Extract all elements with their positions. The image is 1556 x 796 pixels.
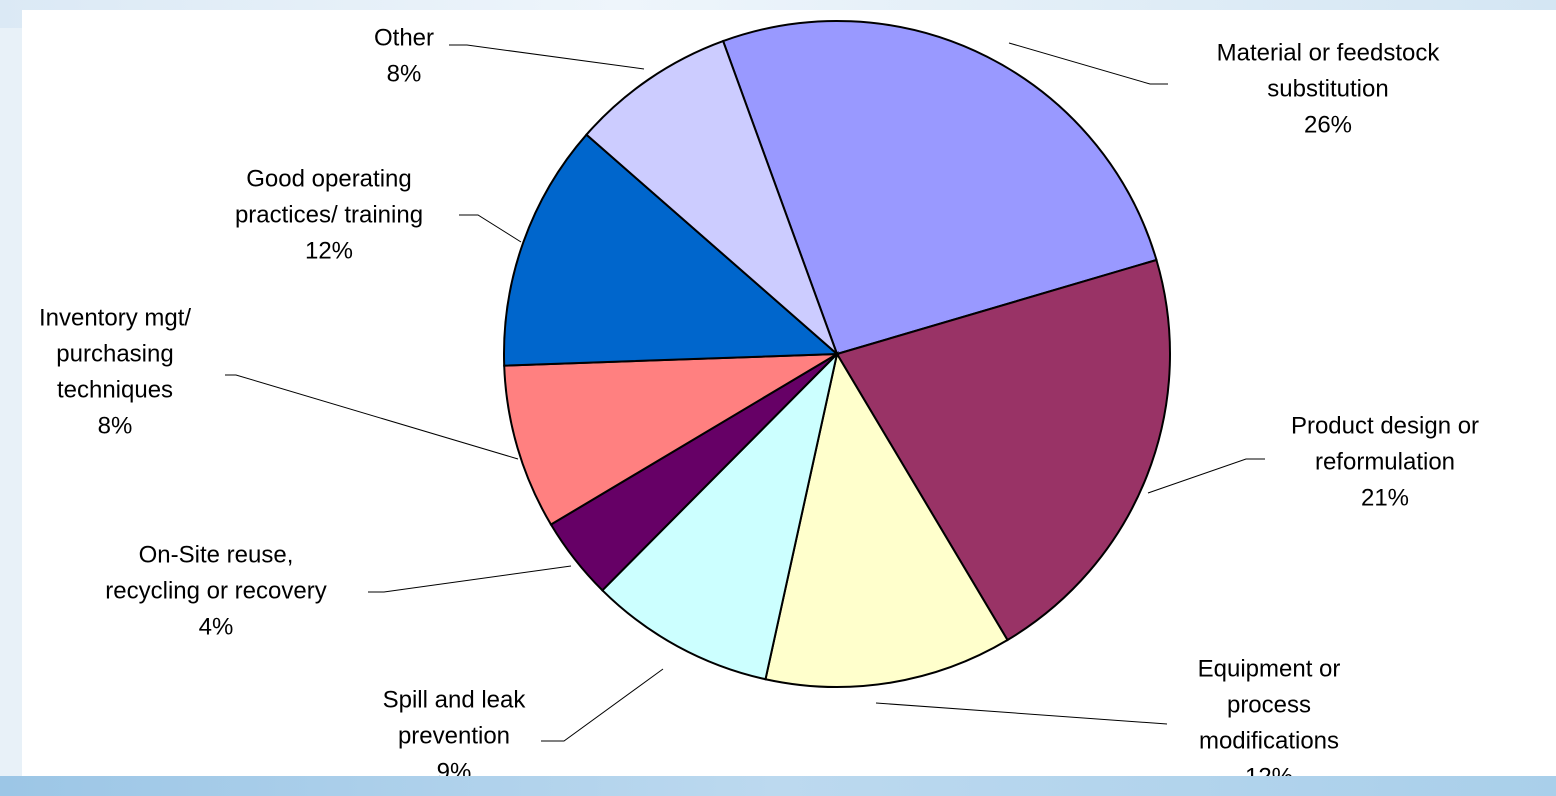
slice-category-label: prevention — [398, 722, 510, 749]
slice-category-label: Product design or — [1291, 412, 1479, 439]
pie-slice — [835, 258, 1171, 642]
slice-category-label: On-Site reuse, — [139, 541, 294, 568]
pie-slice — [503, 133, 840, 367]
slice-percent-label: 26% — [1304, 111, 1352, 138]
leader-line — [459, 214, 522, 243]
leader-line — [1147, 458, 1265, 494]
slice-percent-label: 8% — [387, 60, 422, 87]
pie-slice — [600, 350, 839, 681]
slice-category-label: Good operating — [246, 165, 411, 192]
slice-category-label: Spill and leak — [383, 686, 527, 713]
slice-category-label: recycling or recovery — [105, 577, 326, 604]
slice-category-label: purchasing — [56, 340, 173, 367]
slice-category-label: practices/ training — [235, 201, 423, 228]
pie-slice — [585, 39, 838, 355]
leader-line — [449, 44, 645, 70]
slice-category-label: process — [1227, 691, 1311, 718]
leader-line — [1008, 42, 1168, 85]
slice-category-label: modifications — [1199, 727, 1339, 754]
slice-category-label: Inventory mgt/ — [39, 304, 191, 331]
slide-background-bottom — [0, 776, 1556, 796]
slice-category-label: Other — [374, 24, 434, 51]
pie-slice — [503, 353, 838, 526]
slice-percent-label: 4% — [199, 613, 234, 640]
leader-line — [875, 702, 1168, 725]
slice-category-label: Equipment or — [1198, 655, 1341, 682]
leader-line — [541, 668, 664, 742]
slice-percent-label: 21% — [1361, 484, 1409, 511]
slice-category-label: reformulation — [1315, 448, 1455, 475]
slice-category-label: substitution — [1267, 75, 1388, 102]
pie-slice — [721, 20, 1158, 356]
slice-category-label: Material or feedstock — [1217, 39, 1441, 66]
leader-line — [225, 374, 519, 460]
slice-category-label: techniques — [57, 376, 173, 403]
slice-percent-label: 8% — [98, 412, 133, 439]
leader-line — [368, 565, 572, 593]
pie-slice — [764, 351, 1009, 688]
slice-percent-label: 12% — [305, 237, 353, 264]
